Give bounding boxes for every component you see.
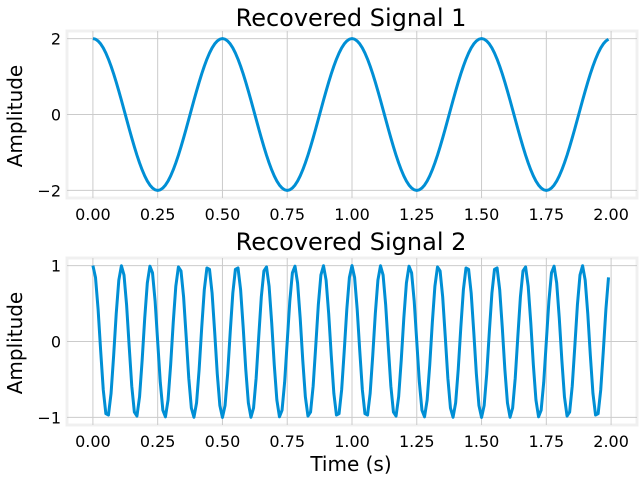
y-tick-label: −2 bbox=[37, 181, 61, 200]
chart-title-1: Recovered Signal 1 bbox=[236, 4, 467, 32]
y-tick-labels-2: −1 0 1 bbox=[37, 257, 61, 428]
x-axis-label: Time (s) bbox=[309, 452, 391, 476]
y-tick-label: −1 bbox=[37, 408, 61, 427]
x-tick-label: 1.00 bbox=[334, 205, 370, 224]
x-tick-labels-2: 0.00 0.25 0.50 0.75 1.00 1.25 1.50 1.75 2.00 bbox=[75, 432, 629, 451]
x-tick-label: 1.25 bbox=[399, 432, 435, 451]
x-tick-label: 0.75 bbox=[269, 205, 305, 224]
x-tick-label: 0.50 bbox=[205, 432, 241, 451]
x-tick-label: 0.25 bbox=[140, 432, 176, 451]
x-tick-label: 1.75 bbox=[529, 205, 565, 224]
subplot-2: 0.00 0.25 0.50 0.75 1.00 1.25 1.50 1.75 2.00 −1 0… bbox=[3, 228, 639, 476]
x-tick-label: 2.00 bbox=[593, 432, 629, 451]
x-tick-label: 0.00 bbox=[75, 432, 111, 451]
subplot-1: 0.00 0.25 0.50 0.75 1.00 1.25 1.50 1.75 2.00 −2 0… bbox=[3, 4, 639, 224]
x-tick-label: 0.25 bbox=[140, 205, 176, 224]
y-tick-label: 2 bbox=[51, 30, 61, 49]
x-tick-label: 1.75 bbox=[529, 432, 565, 451]
chart-title-2: Recovered Signal 2 bbox=[236, 228, 467, 256]
y-tick-label: 1 bbox=[51, 257, 61, 276]
x-tick-label: 0.50 bbox=[205, 205, 241, 224]
y-tick-labels-1: −2 0 2 bbox=[37, 30, 61, 201]
y-tick-label: 0 bbox=[51, 106, 61, 125]
y-axis-label-2: Amplitude bbox=[3, 292, 27, 395]
y-axis-label-1: Amplitude bbox=[3, 65, 27, 168]
series-line-2 bbox=[91, 264, 610, 419]
x-tick-label: 2.00 bbox=[593, 205, 629, 224]
x-tick-label: 1.50 bbox=[464, 432, 500, 451]
x-tick-labels-1: 0.00 0.25 0.50 0.75 1.00 1.25 1.50 1.75 2.00 bbox=[75, 205, 629, 224]
x-tick-label: 1.50 bbox=[464, 205, 500, 224]
x-tick-label: 0.75 bbox=[269, 432, 305, 451]
x-tick-label: 1.25 bbox=[399, 205, 435, 224]
x-tick-label: 1.00 bbox=[334, 432, 370, 451]
y-tick-label: 0 bbox=[51, 333, 61, 352]
series-line-1 bbox=[92, 37, 610, 192]
x-tick-label: 0.00 bbox=[75, 205, 111, 224]
